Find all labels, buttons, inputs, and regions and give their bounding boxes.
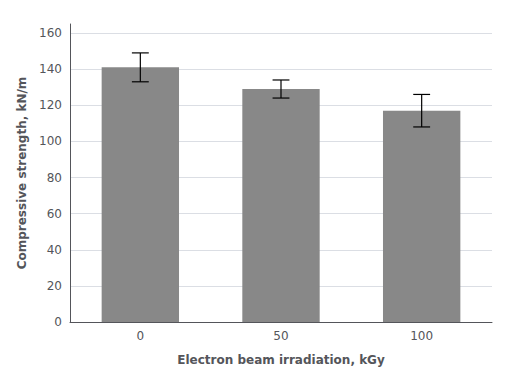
svg-text:80: 80 xyxy=(47,171,62,185)
svg-text:Compressive strength, kN/m: Compressive strength, kN/m xyxy=(15,77,29,270)
svg-text:0: 0 xyxy=(137,329,145,343)
svg-text:100: 100 xyxy=(410,329,433,343)
svg-text:Electron beam irradiation, kGy: Electron beam irradiation, kGy xyxy=(177,353,385,367)
svg-text:140: 140 xyxy=(39,62,62,76)
svg-text:100: 100 xyxy=(39,134,62,148)
svg-text:160: 160 xyxy=(39,26,62,40)
svg-text:0: 0 xyxy=(54,315,62,329)
svg-text:120: 120 xyxy=(39,98,62,112)
svg-text:20: 20 xyxy=(47,279,62,293)
svg-text:40: 40 xyxy=(47,243,62,257)
svg-text:60: 60 xyxy=(47,207,62,221)
svg-text:50: 50 xyxy=(273,329,288,343)
